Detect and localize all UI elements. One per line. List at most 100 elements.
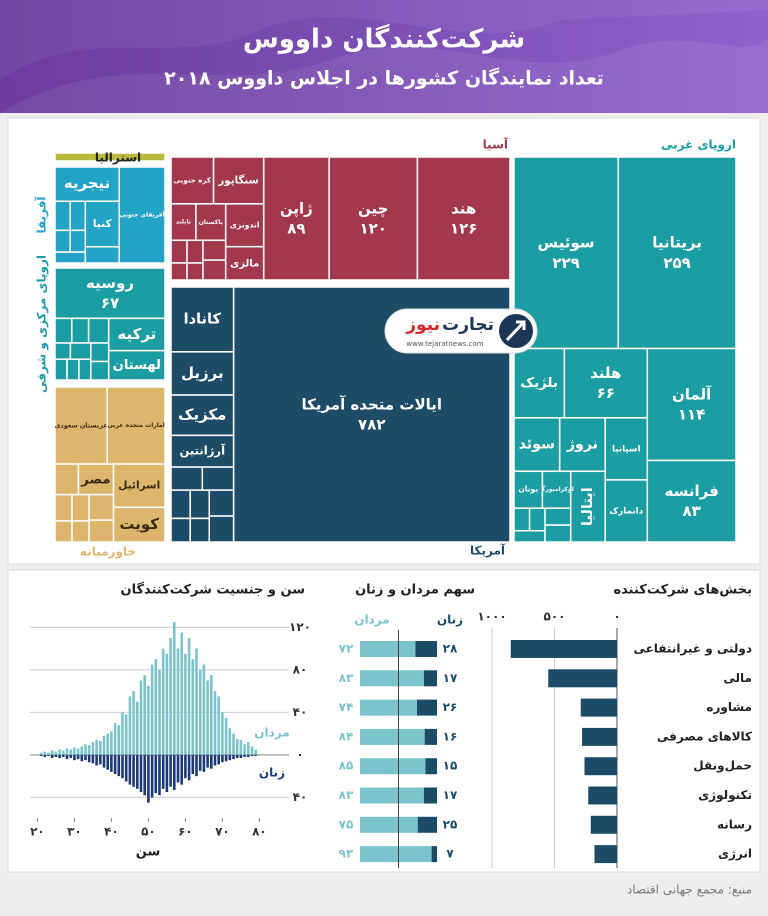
treemap-cell	[513, 470, 544, 509]
cell-label: سنگاپور	[217, 173, 258, 186]
histogram-bar	[187, 754, 191, 781]
treemap-cell	[54, 267, 166, 320]
histogram-bar	[124, 754, 128, 782]
bar-segment	[360, 728, 425, 745]
histogram-bar	[221, 712, 224, 755]
histogram-bar	[47, 754, 50, 756]
cell-label: فرانسه	[664, 482, 718, 500]
treemap-cell	[189, 489, 210, 520]
histogram-bar	[243, 744, 246, 755]
histogram-bar	[136, 701, 139, 755]
treemap-cell	[604, 479, 649, 543]
treemap-cell	[54, 317, 73, 344]
value-label: ۷۴	[339, 700, 354, 714]
treemap-cell	[54, 493, 73, 522]
treemap-cell	[186, 262, 204, 281]
histogram-bar	[228, 728, 232, 755]
y-tick-label: ۴۰	[293, 790, 308, 804]
histogram-bar	[110, 754, 113, 772]
histogram-bar	[113, 722, 117, 755]
treemap-cell	[112, 506, 166, 543]
treemap-cell	[170, 156, 215, 205]
title: شرکت‌کنندگان داووس	[243, 24, 525, 55]
cell-label: اسپانیا	[612, 444, 640, 454]
histogram-bar	[43, 754, 47, 757]
treemap-cell	[106, 386, 166, 465]
chart-title: بخش‌های شرکت‌کننده	[613, 583, 752, 598]
group-label: اروپای غربی	[661, 138, 736, 153]
group-label: آمریکا	[470, 543, 506, 558]
cell-value: ۱۱۴	[678, 406, 705, 424]
category-label: انرژی	[718, 847, 752, 861]
treemap-cell	[54, 229, 71, 253]
cell-label: لهستان	[113, 358, 161, 373]
histogram-bar	[191, 659, 195, 755]
value-label: ۷	[446, 847, 454, 861]
histogram-bar	[247, 742, 250, 755]
x-tick-label: ۳۰	[67, 825, 82, 839]
bar-segment	[431, 846, 437, 863]
cell-label: نروژ	[566, 437, 598, 453]
histogram-bar	[110, 731, 113, 755]
bar-segment	[415, 641, 437, 657]
treemap-cell	[170, 203, 197, 242]
bar-segment	[360, 758, 426, 775]
bar	[548, 669, 617, 688]
cell-label: اسرائیل	[118, 480, 160, 492]
histogram-bar	[65, 748, 69, 755]
histogram-bar	[161, 648, 165, 755]
histogram-bar	[235, 738, 239, 755]
histogram-bar	[158, 669, 161, 755]
histogram-bar	[39, 752, 43, 755]
histogram-bar	[198, 669, 202, 755]
treemap-cell	[328, 156, 419, 281]
histogram-bar	[217, 696, 220, 755]
treemap-cell	[71, 493, 90, 522]
value-label: ۱۶	[443, 729, 458, 743]
histogram-bar	[69, 754, 72, 759]
bar	[584, 757, 617, 776]
histogram-bar	[187, 637, 191, 755]
legend-label: زنان	[437, 613, 463, 627]
cell-label: عربستان سعودی	[55, 422, 108, 430]
cell-label: ترکیه	[117, 325, 156, 343]
header-wave	[0, 0, 768, 80]
histogram-bar	[173, 754, 176, 790]
y-tick-label: ۸۰	[293, 662, 308, 676]
histogram-bar	[176, 648, 180, 755]
cell-label: کنیا	[93, 218, 113, 230]
x-tick-label: ۱۰۰۰	[477, 610, 506, 624]
bar-segment	[360, 699, 417, 716]
treemap-cell	[88, 519, 115, 543]
chart-title: سن و جنسیت شرکت‌کنندگان	[120, 582, 305, 598]
y-tick-label: ۴۰	[293, 705, 308, 719]
treemap-cell	[69, 200, 87, 232]
treemap-cell	[170, 351, 235, 396]
histogram-bar	[154, 754, 158, 794]
treemap-cell	[544, 507, 572, 526]
treemap-cell	[563, 347, 649, 419]
subtitle: تعداد نمایندگان کشورها در اجلاس داووس ۲۰…	[164, 67, 604, 90]
x-tick-label: ۶۰	[178, 825, 193, 839]
cell-label: آرژانتین	[180, 444, 227, 459]
histogram-bar	[180, 632, 183, 755]
histogram-bar	[99, 741, 102, 755]
treemap-cell	[54, 200, 71, 232]
histogram-bar	[43, 751, 47, 755]
treemap-cell	[170, 517, 191, 543]
header-wave	[0, 40, 768, 113]
histogram-bar	[254, 749, 257, 755]
histogram-bar	[102, 735, 106, 755]
bar-segment	[360, 641, 416, 657]
histogram-bar	[117, 754, 121, 777]
value-label: ۸۴	[339, 729, 354, 743]
cell-label: مالزی	[230, 258, 259, 269]
histogram-bar	[213, 754, 217, 766]
cell-value: ۶۶	[597, 384, 615, 402]
treemap-cell	[416, 156, 511, 281]
value-label: ۹۳	[339, 847, 354, 861]
histogram-bar	[221, 754, 224, 763]
cell-label: ایالات متحده آمریکا	[301, 395, 442, 413]
x-tick-label: ۲۰	[30, 825, 45, 839]
